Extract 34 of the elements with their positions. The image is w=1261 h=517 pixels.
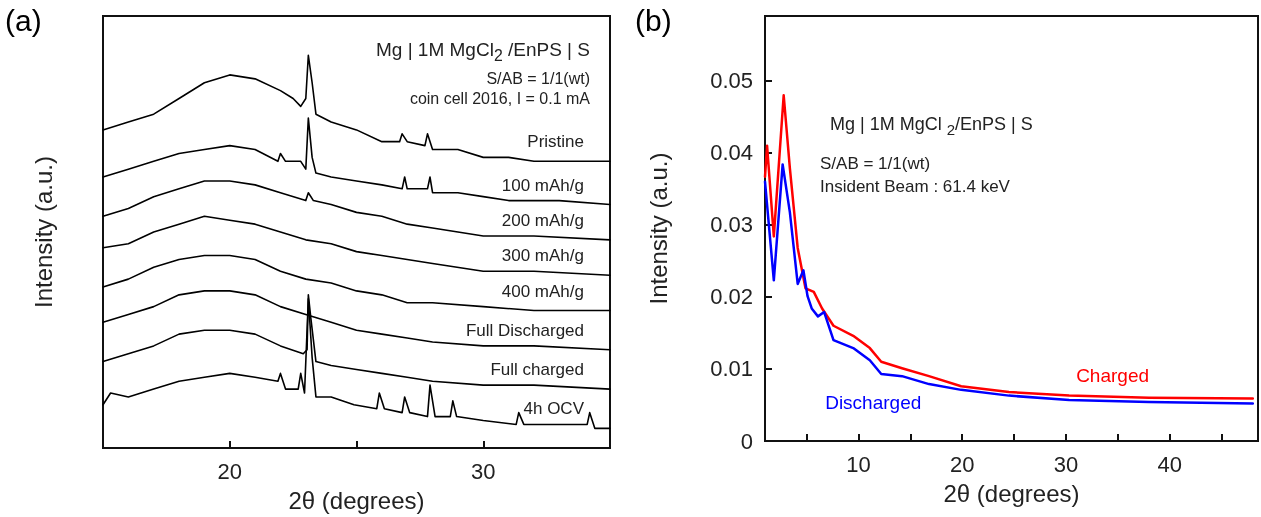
y-tick-label: 0.01 [710, 356, 753, 382]
x-tick-label: 30 [471, 458, 496, 484]
series-label: 200 mAh/g [501, 210, 584, 230]
y-axis-title: Intensity (a.u.) [644, 152, 672, 305]
chart-title: (b) [635, 3, 672, 37]
x-tick-label: 20 [217, 458, 242, 484]
y-tick-label: 0 [740, 428, 753, 454]
x-axis-title: 2θ (degrees) [943, 479, 1080, 507]
x-tick-label: 20 [949, 451, 975, 477]
x-tick-label: 10 [846, 451, 871, 477]
y-axis-title: Intensity (a.u.) [29, 155, 57, 309]
annotation: Mg | 1M MgCl$_{2}$ /EnPS | S [375, 39, 590, 65]
y-tick-label: 0.04 [710, 140, 753, 166]
y-tick-label: 0.02 [710, 284, 753, 310]
x-tick-label: 30 [1053, 451, 1079, 477]
series-label: Full Discharged [465, 320, 584, 340]
y-tick-label: 0.03 [710, 212, 753, 238]
series-label: Discharged [825, 392, 922, 414]
chart-title: (a) [5, 3, 42, 37]
series-label: 4h OCV [523, 399, 585, 419]
annotation: coin cell 2016, I = 0.1 mA [409, 90, 590, 108]
annotation: S/AB = 1/1(wt) [486, 70, 590, 88]
series-label: Full charged [490, 360, 584, 380]
x-tick-label: 40 [1157, 451, 1183, 477]
x-axis-title: 2θ (degrees) [288, 486, 425, 514]
annotation: S/AB = 1/1(wt) [820, 154, 931, 174]
annotation: Insident Beam : 61.4 keV [820, 177, 1010, 197]
series-label: Charged [1076, 364, 1150, 386]
y-tick-label: 0.05 [710, 68, 753, 94]
annotation: Mg | 1M MgCl $_{2}$/EnPS | S [830, 114, 1033, 139]
series-label: 300 mAh/g [501, 246, 584, 266]
series-label: Pristine [527, 132, 584, 152]
series-label: 100 mAh/g [501, 175, 584, 195]
series-label: 400 mAh/g [501, 281, 584, 301]
